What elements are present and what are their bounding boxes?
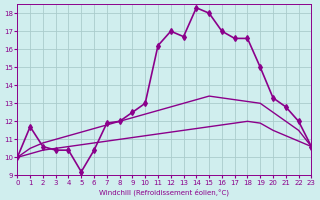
X-axis label: Windchill (Refroidissement éolien,°C): Windchill (Refroidissement éolien,°C)	[100, 188, 229, 196]
